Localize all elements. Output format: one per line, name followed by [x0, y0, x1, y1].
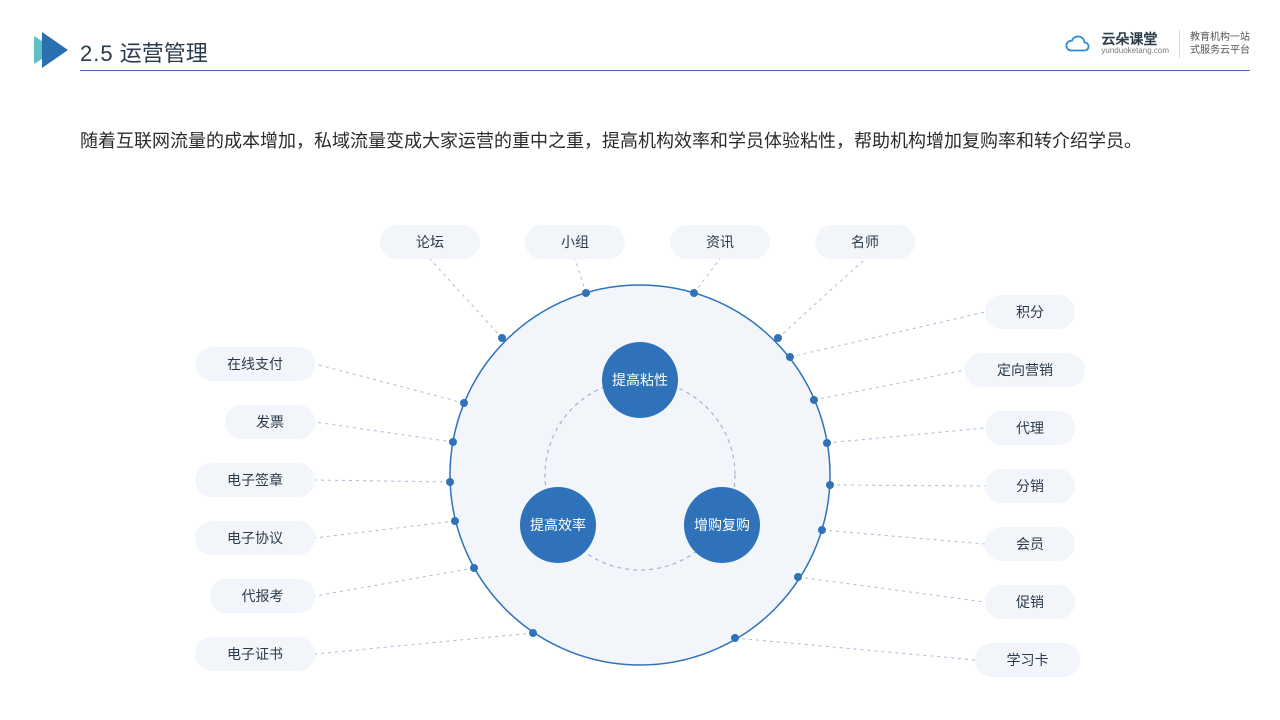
hub-efficiency: 提高效率 — [520, 487, 596, 563]
pill-e-agreement: 电子协议 — [195, 521, 315, 555]
pill-member: 会员 — [985, 527, 1075, 561]
pill-forum: 论坛 — [380, 225, 480, 259]
section-number: 2.5 — [80, 41, 114, 66]
pill-e-cert: 电子证书 — [195, 637, 315, 671]
pill-distribution: 分销 — [985, 469, 1075, 503]
hub-stickiness: 提高粘性 — [602, 342, 678, 418]
pill-points: 积分 — [985, 295, 1075, 329]
logo-separator — [1179, 30, 1180, 58]
cloud-icon — [1065, 34, 1091, 54]
diagram-svg — [0, 195, 1280, 720]
hub-repurchase: 增购复购 — [684, 487, 760, 563]
description-text: 随着互联网流量的成本增加，私域流量变成大家运营的重中之重，提高机构效率和学员体验… — [80, 125, 1200, 158]
pill-group: 小组 — [525, 225, 625, 259]
pill-promo: 促销 — [985, 585, 1075, 619]
section-title: 2.5 运营管理 — [80, 36, 208, 68]
logo-domain: yunduoketang.com — [1101, 47, 1169, 56]
brand-logo: 云朵课堂 yunduoketang.com 教育机构一站 式服务云平台 — [1065, 30, 1250, 58]
pill-e-sign: 电子签章 — [195, 463, 315, 497]
section-title-text: 运营管理 — [120, 41, 208, 66]
pill-agent: 代理 — [985, 411, 1075, 445]
pill-news: 资讯 — [670, 225, 770, 259]
pill-invoice: 发票 — [225, 405, 315, 439]
pill-study-card: 学习卡 — [975, 643, 1080, 677]
logo-tagline: 教育机构一站 式服务云平台 — [1190, 31, 1250, 57]
pill-online-pay: 在线支付 — [195, 347, 315, 381]
title-underline — [80, 70, 1250, 71]
slide-header: 2.5 运营管理 云朵课堂 yunduoketang.com 教育机构一站 式服… — [30, 30, 1250, 80]
pill-targeted: 定向营销 — [965, 353, 1085, 387]
logo-brand: 云朵课堂 — [1101, 32, 1169, 47]
logo-text: 云朵课堂 yunduoketang.com — [1101, 32, 1169, 56]
operations-diagram: 论坛 小组 资讯 名师在线支付发票电子签章电子协议代报考电子证书 积分定向营销代理分销会… — [0, 195, 1280, 720]
pill-teacher: 名师 — [815, 225, 915, 259]
section-triangle-icon — [30, 30, 70, 70]
pill-proxy-exam: 代报考 — [210, 579, 315, 613]
